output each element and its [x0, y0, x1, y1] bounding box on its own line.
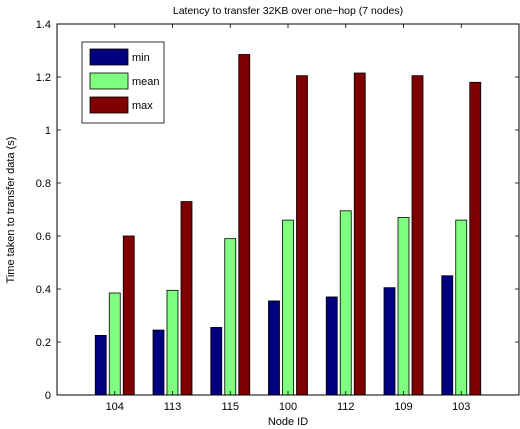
bar-min-103: [441, 275, 454, 396]
legend-label-min: min: [132, 52, 150, 64]
bar-max-113: [180, 201, 193, 396]
legend-swatch-mean: [89, 72, 129, 90]
y-tick-label: 1.2: [36, 72, 51, 84]
x-tick-label: 103: [452, 401, 470, 413]
y-tick-label: 0: [45, 390, 51, 402]
bar-max-109: [411, 75, 424, 396]
y-tick-label: 1.4: [36, 19, 51, 31]
bar-mean-103: [455, 219, 468, 396]
bar-min-104: [94, 334, 107, 396]
y-tick-label: 1: [45, 125, 51, 137]
x-tick-label: 112: [337, 401, 355, 413]
bar-max-112: [353, 72, 366, 396]
x-axis-label: Node ID: [268, 416, 308, 428]
y-tick-label: 0.8: [36, 178, 51, 190]
legend-label-mean: mean: [132, 76, 160, 88]
bar-mean-112: [339, 210, 352, 396]
legend-label-max: max: [132, 100, 153, 112]
x-tick-label: 100: [279, 401, 297, 413]
bar-max-104: [122, 235, 135, 396]
bar-min-115: [210, 327, 223, 396]
x-tick-label: 109: [394, 401, 412, 413]
chart-title: Latency to transfer 32KB over one−hop (7…: [173, 5, 403, 17]
axes: 104 113 115 100 112 109 103 0 0.2 0.4 0.6 0.8 1 1.2 1.…: [36, 19, 520, 413]
x-tick-label: 115: [221, 401, 239, 413]
bar-mean-109: [397, 217, 410, 396]
bar-min-109: [383, 287, 396, 396]
bar-mean-104: [108, 292, 121, 396]
bar-max-115: [238, 54, 251, 396]
y-axis-label: Time taken to transfer data (s): [5, 137, 17, 284]
y-tick-label: 0.4: [36, 284, 51, 296]
plot-frame: [56, 23, 520, 396]
x-tick-label: 104: [106, 401, 124, 413]
legend: min mean max: [81, 41, 165, 124]
bar-mean-113: [166, 289, 179, 396]
x-tick-label: 113: [164, 401, 182, 413]
bar-mean-115: [224, 238, 237, 396]
bars: [94, 54, 482, 396]
legend-swatch-min: [89, 48, 129, 66]
bar-max-103: [469, 81, 482, 396]
y-tick-label: 0.2: [36, 337, 51, 349]
bar-min-100: [268, 300, 280, 396]
bar-max-100: [296, 75, 308, 396]
bar-mean-100: [282, 219, 294, 396]
y-tick-label: 0.6: [36, 231, 51, 243]
legend-swatch-max: [89, 96, 129, 114]
bar-min-113: [152, 329, 165, 396]
bar-min-112: [325, 296, 338, 396]
